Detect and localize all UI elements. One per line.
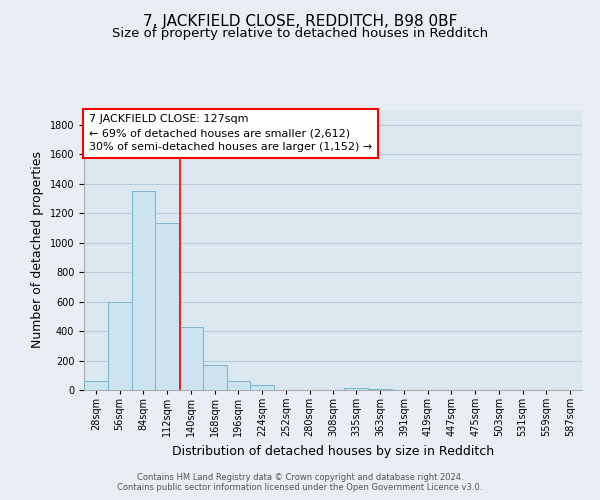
Text: 7 JACKFIELD CLOSE: 127sqm
← 69% of detached houses are smaller (2,612)
30% of se: 7 JACKFIELD CLOSE: 127sqm ← 69% of detac… [89,114,372,152]
Text: Contains HM Land Registry data © Crown copyright and database right 2024.
Contai: Contains HM Land Registry data © Crown c… [118,473,482,492]
Bar [344,388,368,390]
X-axis label: Distribution of detached houses by size in Redditch: Distribution of detached houses by size … [172,445,494,458]
Bar [203,365,227,390]
Bar [179,326,203,390]
Bar [250,385,274,390]
Text: Size of property relative to detached houses in Redditch: Size of property relative to detached ho… [112,28,488,40]
Bar [131,191,155,390]
Bar [368,388,392,390]
Bar [84,381,108,390]
Text: 7, JACKFIELD CLOSE, REDDITCH, B98 0BF: 7, JACKFIELD CLOSE, REDDITCH, B98 0BF [143,14,457,29]
Bar [155,224,179,390]
Bar [108,302,131,390]
Y-axis label: Number of detached properties: Number of detached properties [31,152,44,348]
Bar [227,381,250,390]
